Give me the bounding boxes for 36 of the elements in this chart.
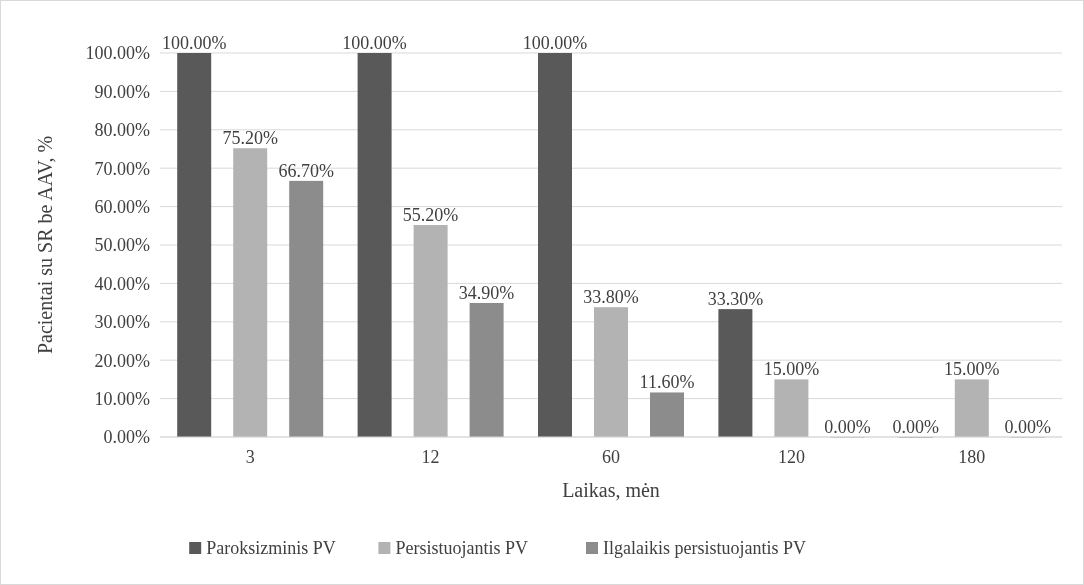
y-axis-title: Pacientai su SR be AAV, %	[34, 135, 56, 355]
x-tick-label: 120	[777, 447, 805, 467]
data-label: 15.00%	[763, 359, 820, 380]
x-tick-label: 12	[421, 447, 440, 467]
y-tick-label: 20.00%	[94, 350, 150, 371]
y-tick-label: 80.00%	[94, 120, 150, 141]
y-tick-label: 70.00%	[94, 158, 150, 179]
y-tick-label: 90.00%	[94, 81, 150, 102]
data-label: 15.00%	[944, 359, 1000, 380]
x-axis-title: Laikas, mėn	[562, 479, 660, 501]
data-label: 11.60%	[639, 372, 695, 393]
data-label: 33.30%	[707, 289, 764, 310]
data-label: 100.00%	[342, 33, 407, 53]
y-tick-label: 50.00%	[94, 235, 150, 256]
y-tick-label: 10.00%	[94, 388, 150, 409]
data-label: 66.70%	[278, 160, 334, 181]
data-label: 55.20%	[402, 205, 459, 226]
legend-label: Persistuojantis PV	[395, 538, 528, 559]
y-tick-label: 0.00%	[103, 427, 150, 448]
x-tick-label: 60	[602, 447, 620, 467]
y-tick-label: 60.00%	[94, 196, 150, 217]
data-label: 34.90%	[458, 282, 515, 303]
y-tick-label: 30.00%	[94, 312, 150, 333]
y-tick-label: 100.00%	[85, 43, 150, 64]
data-label: 100.00%	[522, 33, 588, 53]
legend-label: Paroksizminis PV	[206, 538, 336, 559]
x-tick-label: 180	[958, 447, 986, 467]
data-label: 75.20%	[222, 128, 278, 149]
y-tick-label: 40.00%	[94, 273, 150, 294]
data-label: 0.00%	[824, 417, 871, 437]
legend-label: Ilgalaikis persistuojantis PV	[603, 538, 806, 559]
data-label: 33.80%	[583, 287, 639, 308]
data-label: 0.00%	[892, 417, 940, 437]
data-label: 100.00%	[161, 33, 227, 53]
x-tick-label: 3	[245, 447, 255, 467]
data-label: 0.00%	[1004, 417, 1052, 437]
